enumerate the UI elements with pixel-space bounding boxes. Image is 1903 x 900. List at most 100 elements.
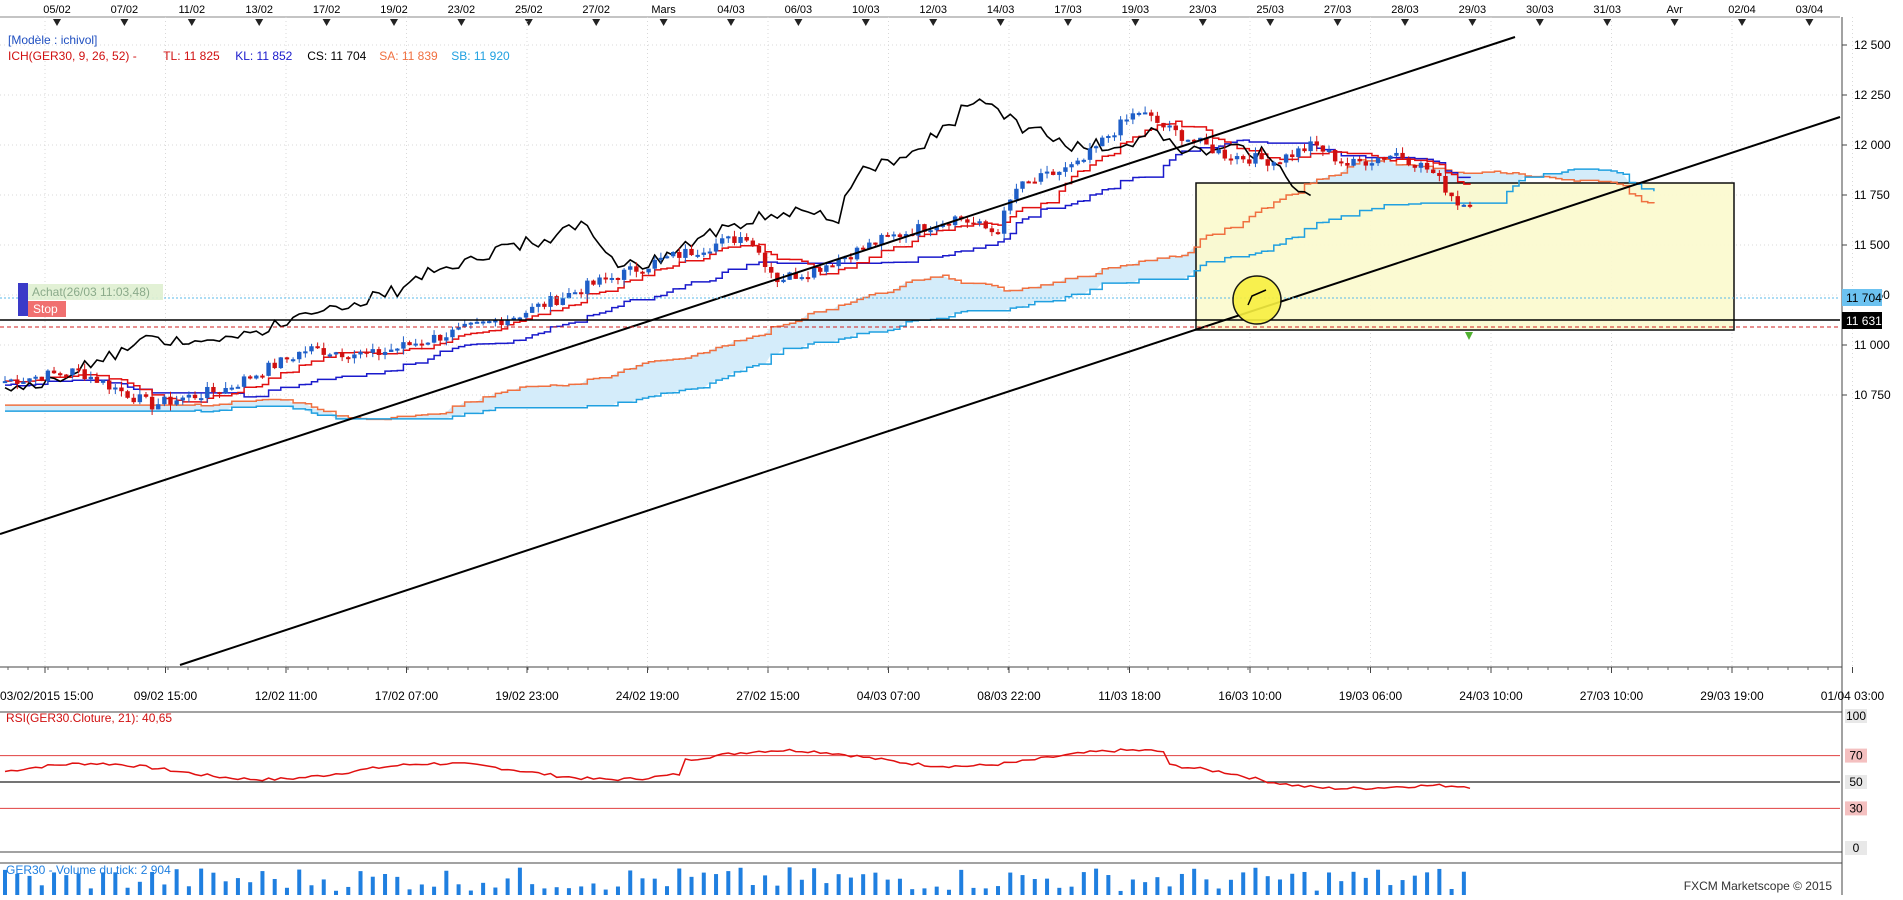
volume-bar <box>481 882 486 895</box>
candle-down <box>762 252 768 267</box>
candle-up <box>1112 135 1117 138</box>
buy-order-label: Achat(26/03 11:03,48) <box>32 285 150 299</box>
rsi-axis-label: 100 <box>1846 709 1866 723</box>
candle-up <box>113 387 118 390</box>
candle-down <box>168 396 173 405</box>
volume-bar <box>88 888 93 895</box>
volume-bar <box>199 868 204 895</box>
candle-down <box>1455 196 1460 206</box>
volume-bar <box>775 885 780 895</box>
legend-model: [Modèle : ichivol] <box>8 33 97 47</box>
volume-bar <box>640 878 645 895</box>
top-date-marker <box>861 19 870 26</box>
candle-up <box>235 386 241 389</box>
candle-down <box>1179 130 1185 141</box>
top-date-marker <box>1805 19 1814 26</box>
legend-sb: SB: 11 920 <box>451 49 510 63</box>
candle-down <box>438 334 443 341</box>
candle-up <box>223 387 228 394</box>
candle-up <box>493 320 498 323</box>
candle-up <box>480 321 486 324</box>
volume-bar <box>714 874 719 895</box>
candle-down <box>1050 171 1056 175</box>
candle-up <box>1461 204 1467 207</box>
volume-bar <box>15 873 20 895</box>
candle-up <box>88 376 94 380</box>
volume-bar <box>1314 890 1319 895</box>
candle-up <box>309 346 314 352</box>
candle-up <box>487 321 492 324</box>
candle-up <box>1001 210 1007 234</box>
candle-up <box>1375 157 1381 164</box>
volume-bar <box>750 885 755 895</box>
candle-up <box>836 259 841 267</box>
volume-bar <box>395 876 400 895</box>
volume-bar <box>922 888 927 895</box>
candle-up <box>8 379 14 382</box>
top-date-label: 23/03 <box>1189 4 1217 16</box>
candle-up <box>1271 162 1277 166</box>
volume-bar <box>407 889 412 895</box>
candle-up <box>254 375 259 379</box>
candle-up <box>799 277 805 280</box>
candle-down <box>1247 159 1252 164</box>
candle-down <box>775 272 780 283</box>
top-date-label: 10/03 <box>852 4 880 16</box>
candle-up <box>1253 153 1258 164</box>
volume-bar <box>665 886 670 895</box>
volume-bar <box>358 871 363 895</box>
top-date-label: 19/03 <box>1122 4 1150 16</box>
candle-up <box>1234 156 1240 160</box>
candle-up <box>327 354 333 357</box>
candle-up <box>333 352 339 355</box>
bottom-date-label: 12/02 11:00 <box>255 689 318 703</box>
volume-bar <box>983 888 988 895</box>
candle-down <box>1314 141 1319 146</box>
candle-up <box>1216 149 1221 154</box>
volume-bar <box>309 885 314 895</box>
volume-bar <box>934 886 939 895</box>
volume-bar <box>1020 875 1025 895</box>
price-axis-label: 11 750 <box>1854 188 1890 202</box>
candle-down <box>1259 153 1264 160</box>
candle-down <box>805 277 811 280</box>
candle-down <box>119 387 124 392</box>
candle-down <box>211 386 216 393</box>
volume-bar <box>603 889 608 895</box>
volume-bar <box>1461 871 1466 895</box>
top-date-marker <box>1738 19 1746 26</box>
bottom-date-label: 03/02/2015 15:00 <box>0 689 94 703</box>
candle-up <box>198 398 204 401</box>
top-date-marker <box>592 19 601 26</box>
volume-bar <box>812 868 817 895</box>
candle-down <box>591 280 596 285</box>
candle-up <box>1351 158 1356 166</box>
volume-bar <box>297 869 302 895</box>
candle-down <box>1026 181 1031 184</box>
volume-bar <box>1400 880 1405 895</box>
top-date-label: 14/03 <box>987 4 1015 16</box>
volume-bar <box>493 887 498 895</box>
volume-bar <box>1449 888 1454 895</box>
candle-up <box>664 256 670 259</box>
support-price-badge <box>1842 312 1882 329</box>
candle-up <box>278 357 284 369</box>
candle-down <box>272 362 277 369</box>
candle-up <box>180 397 185 401</box>
candle-up <box>707 251 713 254</box>
volume-bar <box>456 884 461 895</box>
rsi-axis-label: 70 <box>1849 749 1863 763</box>
volume-bar <box>1130 879 1135 895</box>
volume-bar <box>260 871 265 895</box>
volume-bar <box>861 874 866 895</box>
volume-bar <box>1106 875 1111 895</box>
volume-bar <box>174 869 179 895</box>
candle-down <box>793 272 798 279</box>
bottom-date-label: 17/02 07:00 <box>375 689 439 703</box>
candle-down <box>1339 161 1344 164</box>
candle-up <box>186 394 192 398</box>
top-date-label: Avr <box>1666 4 1683 16</box>
candle-up <box>523 312 529 318</box>
volume-bar <box>346 886 351 895</box>
